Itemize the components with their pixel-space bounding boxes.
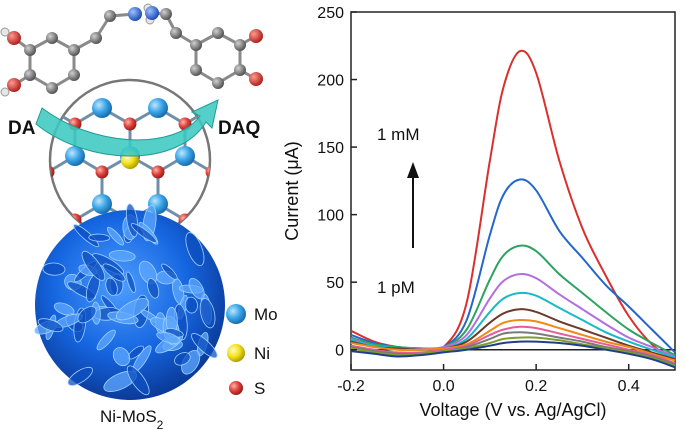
petal [81, 250, 106, 281]
da-ring [28, 36, 76, 90]
petal [184, 296, 198, 314]
series-line-10 [350, 336, 676, 367]
petal [199, 298, 216, 329]
petal [96, 329, 116, 351]
petal [188, 277, 205, 300]
petal [185, 232, 205, 267]
mo-atom [202, 194, 210, 214]
petal [156, 331, 181, 344]
petal [161, 263, 178, 280]
y-tick-label: 200 [317, 73, 344, 90]
s-atom [95, 165, 109, 179]
x-tick-label: 0.4 [618, 378, 640, 395]
y-tick-label: 250 [317, 5, 344, 22]
petal [88, 233, 111, 242]
plot-frame [350, 11, 676, 371]
y-axis: 0 50 100 150 200 250 [317, 5, 357, 360]
petal [53, 302, 75, 316]
dopamine-quinone-atoms [145, 6, 263, 89]
annotation-low: 1 pM [377, 278, 415, 297]
ni-legend-marker [227, 344, 245, 362]
product-label: DAQ [218, 118, 260, 139]
petal [112, 347, 131, 367]
petal [147, 278, 160, 299]
mo-atom [92, 98, 112, 118]
y-tick-label: 50 [326, 275, 344, 292]
petal [73, 224, 100, 248]
petal [126, 271, 136, 294]
y-tick-label: 100 [317, 208, 344, 225]
petal [126, 365, 150, 396]
daq-ring [194, 31, 242, 85]
x-tick-label: 0.2 [525, 378, 547, 395]
series-line-1 [350, 49, 676, 362]
catalyst-label: Ni-MoS2 [100, 407, 164, 431]
petal [106, 226, 125, 246]
series-line-8 [350, 325, 676, 365]
mo-atom [175, 146, 195, 166]
ni-mos2-nanoflower [34, 203, 225, 400]
petal [37, 318, 64, 332]
s-atom [205, 165, 210, 179]
mo-legend-marker [226, 304, 246, 324]
petal [42, 262, 66, 276]
x-axis: -0.2 0.0 0.2 0.4 [337, 364, 640, 395]
petal [105, 277, 118, 297]
x-tick-label: 0.0 [432, 378, 454, 395]
s-legend-label: S [254, 379, 265, 398]
atom-legend: Mo Ni S [226, 304, 278, 398]
petal [130, 223, 157, 243]
annotation-high: 1 mM [377, 125, 420, 144]
x-axis-title: Voltage (V vs. Ag/AgCl) [419, 400, 606, 420]
petal [108, 250, 136, 262]
mo-atom [50, 194, 58, 214]
series-line-7 [350, 318, 676, 362]
voltammetry-chart: -0.2 0.0 0.2 0.4 0 50 100 150 200 250 Voltage (V… [282, 5, 676, 420]
nanoflower-petals [34, 203, 218, 396]
y-axis-title: Current (μA) [282, 141, 302, 240]
s-legend-marker [229, 381, 243, 395]
series-line-2 [350, 178, 676, 354]
petal [102, 263, 126, 282]
series-curves [350, 49, 676, 369]
petal [115, 298, 149, 321]
y-tick-label: 150 [317, 140, 344, 157]
reaction-arrow [35, 99, 219, 157]
concentration-arrow [407, 162, 419, 248]
illustration-panel: DA DAQ Ni-MoS2 Mo Ni S [0, 3, 278, 431]
mo-legend-label: Mo [254, 305, 278, 324]
petal [174, 352, 191, 366]
mo-atom [148, 98, 168, 118]
reactant-label: DA [8, 118, 36, 139]
mo-atom [92, 194, 112, 214]
series-line-11 [350, 340, 676, 369]
petal [191, 333, 218, 359]
ni-legend-label: Ni [254, 344, 270, 363]
s-atom [151, 165, 165, 179]
petal [67, 366, 93, 386]
x-tick-label: -0.2 [337, 378, 365, 395]
s-atom [123, 117, 137, 131]
y-tick-label: 0 [335, 343, 344, 360]
s-atom [50, 165, 55, 179]
mo-atom [65, 146, 85, 166]
petal [77, 306, 97, 324]
